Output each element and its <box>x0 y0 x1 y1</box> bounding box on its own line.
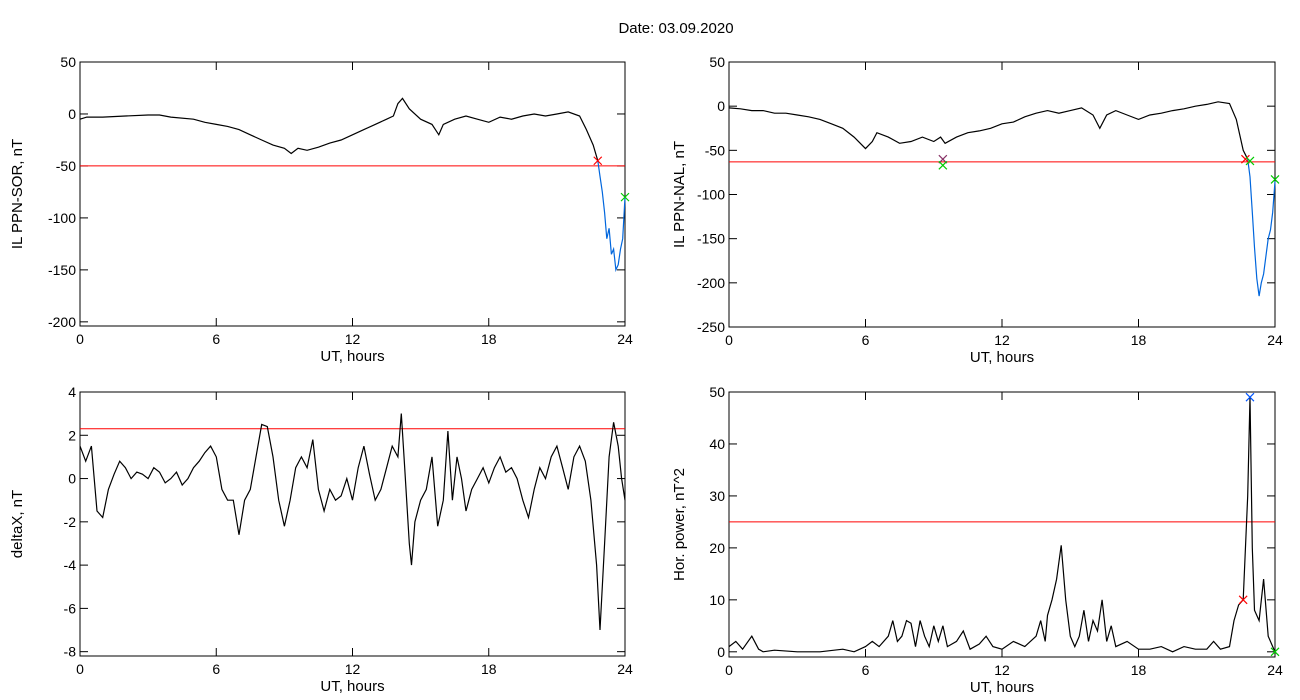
y-tick-label: 50 <box>709 54 725 70</box>
y-tick-label: -150 <box>697 231 725 247</box>
y-tick-label: 40 <box>709 436 725 452</box>
x-tick-label: 12 <box>345 331 361 347</box>
x-axis-label: UT, hours <box>970 349 1034 366</box>
cross-marker <box>1238 595 1248 605</box>
data-line <box>79 413 626 631</box>
x-tick-label: 6 <box>862 332 870 348</box>
x-tick-label: 12 <box>994 662 1010 678</box>
y-tick-label: 4 <box>68 384 76 400</box>
data-line <box>728 397 1276 653</box>
y-tick-label: -100 <box>48 210 76 226</box>
x-tick-label: 24 <box>617 331 633 347</box>
plot-frame <box>728 391 1276 658</box>
x-tick-label: 0 <box>76 331 84 347</box>
y-tick-label: 20 <box>709 540 725 556</box>
x-axis-label: UT, hours <box>320 678 384 695</box>
cross-marker <box>1270 175 1280 184</box>
data-line <box>728 101 1249 160</box>
plot-frame <box>728 61 1276 328</box>
x-tick-label: 12 <box>994 332 1010 348</box>
y-tick-label: -150 <box>48 262 76 278</box>
x-tick-label: 18 <box>1131 332 1147 348</box>
y-tick-label: 0 <box>68 106 76 122</box>
x-tick-label: 18 <box>1131 662 1147 678</box>
x-axis-label: UT, hours <box>320 348 384 365</box>
cross-marker <box>593 156 603 166</box>
y-tick-label: -50 <box>56 158 76 174</box>
data-line <box>1247 159 1276 297</box>
y-tick-label: -250 <box>697 319 725 335</box>
y-tick-label: -200 <box>48 314 76 330</box>
x-tick-label: 18 <box>481 661 497 677</box>
x-tick-label: 24 <box>1267 662 1283 678</box>
x-axis-label: UT, hours <box>970 679 1034 696</box>
y-tick-label: -100 <box>697 187 725 203</box>
y-axis-label: IL PPN-SOR, nT <box>9 139 26 249</box>
data-line <box>597 160 626 273</box>
y-tick-label: -200 <box>697 275 725 291</box>
y-tick-label: 50 <box>709 384 725 400</box>
x-tick-label: 12 <box>345 661 361 677</box>
x-tick-label: 24 <box>617 661 633 677</box>
cross-marker <box>1270 647 1280 657</box>
x-tick-label: 18 <box>481 331 497 347</box>
cross-marker <box>620 192 630 202</box>
y-tick-label: 2 <box>68 427 76 443</box>
data-line <box>79 97 599 161</box>
y-axis-label: Hor. power, nT^2 <box>671 468 688 581</box>
x-tick-label: 6 <box>862 662 870 678</box>
x-tick-label: 6 <box>212 661 220 677</box>
plot-frame <box>79 391 626 657</box>
y-tick-label: 30 <box>709 488 725 504</box>
y-tick-label: 0 <box>717 98 725 114</box>
cross-marker <box>1245 156 1255 166</box>
figure-title: Date: 03.09.2020 <box>618 20 733 37</box>
y-tick-label: -2 <box>64 514 77 530</box>
y-tick-label: -4 <box>64 557 77 573</box>
x-tick-label: 0 <box>725 332 733 348</box>
y-axis-label: IL PPN-NAL, nT <box>671 141 688 248</box>
y-tick-label: -50 <box>705 142 725 158</box>
y-tick-label: 10 <box>709 592 725 608</box>
x-tick-label: 6 <box>212 331 220 347</box>
y-tick-label: 0 <box>68 471 76 487</box>
y-tick-label: -6 <box>64 600 77 616</box>
plot-frame <box>79 61 626 327</box>
y-tick-label: 50 <box>60 54 76 70</box>
cross-marker <box>1245 392 1255 402</box>
cross-marker <box>1241 154 1250 164</box>
x-tick-label: 24 <box>1267 332 1283 348</box>
y-axis-label: deltaX, nT <box>9 490 26 558</box>
x-tick-label: 0 <box>725 662 733 678</box>
cross-marker <box>938 154 948 164</box>
x-tick-label: 0 <box>76 661 84 677</box>
y-tick-label: -8 <box>64 644 77 660</box>
y-tick-label: 0 <box>717 644 725 660</box>
cross-marker <box>938 160 948 170</box>
